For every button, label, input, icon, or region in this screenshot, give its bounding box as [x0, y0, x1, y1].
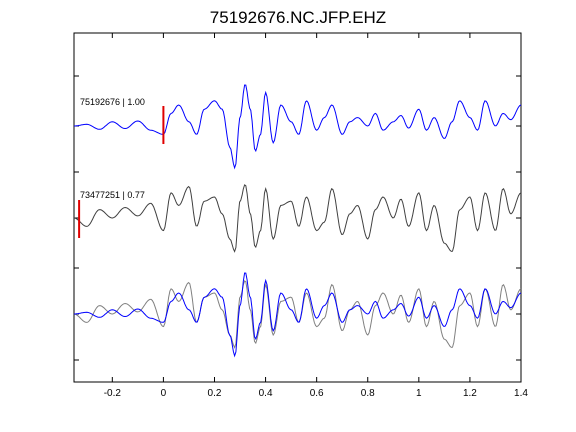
x-tick-label: 0.2 — [208, 388, 222, 399]
chart-title: 75192676.NC.JFP.EHZ — [210, 8, 386, 27]
trace-line-secondary — [73, 184, 522, 253]
trace-label-secondary: 73477251 | 0.77 — [80, 190, 145, 200]
x-tick-label: 0.4 — [259, 388, 273, 399]
x-tick-label: 1 — [416, 388, 422, 399]
x-tick-label: 1.2 — [463, 388, 477, 399]
overlay-line-secondary — [73, 280, 522, 349]
trace-label-primary: 75192676 | 1.00 — [80, 97, 145, 107]
trace-group: 75192676 | 1.00 73477251 | 0.77 — [73, 84, 522, 358]
x-tick-label: 0 — [161, 388, 167, 399]
trace-line-primary — [74, 84, 522, 170]
overlay-line-primary — [74, 272, 522, 358]
x-tick-label: 0.6 — [310, 388, 324, 399]
plot-frame — [73, 32, 522, 383]
x-tick-label: 0.8 — [361, 388, 375, 399]
x-tick-label: -0.2 — [104, 388, 122, 399]
x-axis: -0.2 0 0.2 0.4 0.6 0.8 1 1.2 1.4 — [104, 33, 528, 399]
x-tick-label: 1.4 — [514, 388, 528, 399]
